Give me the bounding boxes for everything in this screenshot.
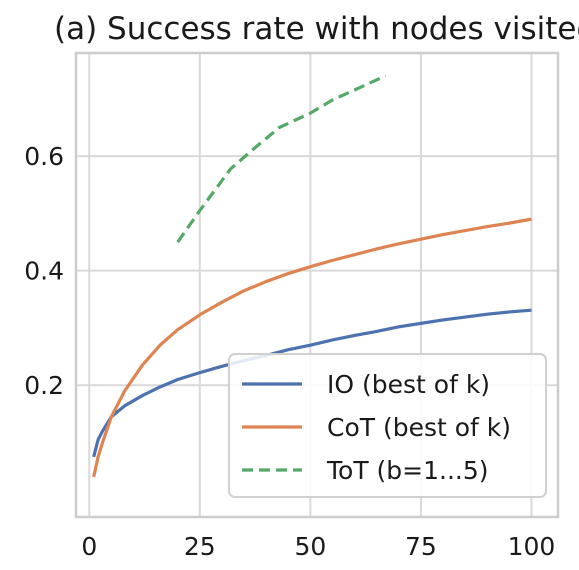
- legend-label-3: ToT (b=1...5): [326, 456, 489, 485]
- x-tick-label: 50: [294, 532, 326, 561]
- legend: IO (best of k) CoT (best of k) ToT (b=1...…: [229, 354, 546, 497]
- x-tick-label: 25: [184, 532, 216, 561]
- series-line-3: [178, 76, 386, 242]
- y-tick-label: 0.4: [24, 257, 64, 286]
- x-tick-label: 100: [508, 532, 556, 561]
- y-tick-label: 0.6: [24, 142, 64, 171]
- legend-label-2: CoT (best of k): [327, 413, 511, 442]
- legend-label-1: IO (best of k): [327, 370, 490, 399]
- tick-label-layer: 0 25 50 75 100 0.2 0.4 0.6: [24, 142, 555, 561]
- chart-title: (a) Success rate with nodes visited: [54, 11, 579, 47]
- x-tick-label: 0: [81, 532, 97, 561]
- y-tick-label: 0.2: [24, 371, 64, 400]
- x-tick-label: 75: [405, 532, 437, 561]
